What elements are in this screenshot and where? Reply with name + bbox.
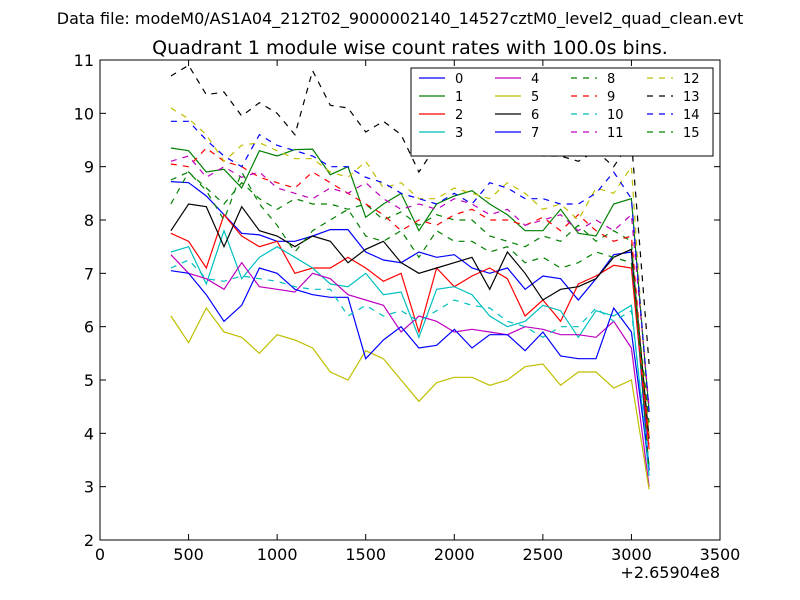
x-tick-label: 3000 bbox=[611, 545, 652, 564]
series-line-10 bbox=[170, 259, 650, 466]
x-offset-label: +2.65904e8 bbox=[620, 563, 720, 582]
y-tick-label: 2 bbox=[84, 531, 94, 550]
x-tick-label: 3500 bbox=[700, 545, 741, 564]
series-line-4 bbox=[170, 254, 650, 487]
y-tick-label: 10 bbox=[74, 104, 94, 123]
series-layer bbox=[170, 64, 650, 490]
plot-frame bbox=[99, 59, 721, 541]
legend-box bbox=[410, 67, 714, 157]
y-tick-label: 6 bbox=[84, 318, 94, 337]
legend-label-11: 11 bbox=[607, 126, 624, 141]
series-line-13 bbox=[170, 64, 650, 365]
legend-label-0: 0 bbox=[455, 72, 463, 87]
legend-label-8: 8 bbox=[607, 72, 615, 87]
x-tick-label: 1500 bbox=[345, 545, 386, 564]
series-line-6 bbox=[170, 203, 650, 439]
x-tick-label: 2000 bbox=[434, 545, 475, 564]
legend-label-15: 15 bbox=[683, 126, 700, 141]
legend-label-9: 9 bbox=[607, 90, 615, 105]
series-line-12 bbox=[170, 107, 650, 434]
series-line-14 bbox=[170, 120, 650, 413]
series-line-3 bbox=[170, 228, 650, 477]
x-tick-label: 2500 bbox=[522, 545, 563, 564]
y-tick-label: 9 bbox=[84, 158, 94, 177]
legend-label-4: 4 bbox=[531, 72, 539, 87]
series-line-0 bbox=[170, 181, 650, 471]
y-tick-label: 8 bbox=[84, 211, 94, 230]
series-line-9 bbox=[170, 147, 650, 445]
chart-suptitle: Data file: modeM0/AS1A04_212T02_90000021… bbox=[57, 9, 743, 29]
series-line-2 bbox=[170, 213, 650, 450]
y-tick-label: 11 bbox=[74, 51, 94, 70]
legend-label-12: 12 bbox=[683, 72, 700, 87]
series-line-11 bbox=[170, 155, 650, 407]
legend-label-5: 5 bbox=[531, 90, 539, 105]
legend-label-7: 7 bbox=[531, 126, 539, 141]
legend-label-6: 6 bbox=[531, 108, 539, 123]
x-tick-label: 1000 bbox=[257, 545, 298, 564]
y-tick-label: 5 bbox=[84, 371, 94, 390]
legend-label-1: 1 bbox=[455, 90, 463, 105]
x-tick-label: 500 bbox=[173, 545, 204, 564]
legend-label-13: 13 bbox=[683, 90, 700, 105]
legend-label-2: 2 bbox=[455, 108, 463, 123]
y-tick-label: 7 bbox=[84, 264, 94, 283]
x-tick-label: 0 bbox=[95, 545, 105, 564]
y-tick-label: 3 bbox=[84, 478, 94, 497]
legend-label-14: 14 bbox=[683, 108, 700, 123]
chart-title: Quadrant 1 module wise count rates with … bbox=[152, 37, 668, 59]
y-tick-label: 4 bbox=[84, 424, 94, 443]
series-line-15 bbox=[170, 170, 650, 423]
series-line-5 bbox=[170, 306, 650, 490]
legend-label-10: 10 bbox=[607, 108, 624, 123]
series-line-8 bbox=[170, 171, 650, 471]
series-line-1 bbox=[170, 147, 650, 413]
series-line-7 bbox=[170, 267, 650, 466]
legend-label-3: 3 bbox=[455, 126, 463, 141]
